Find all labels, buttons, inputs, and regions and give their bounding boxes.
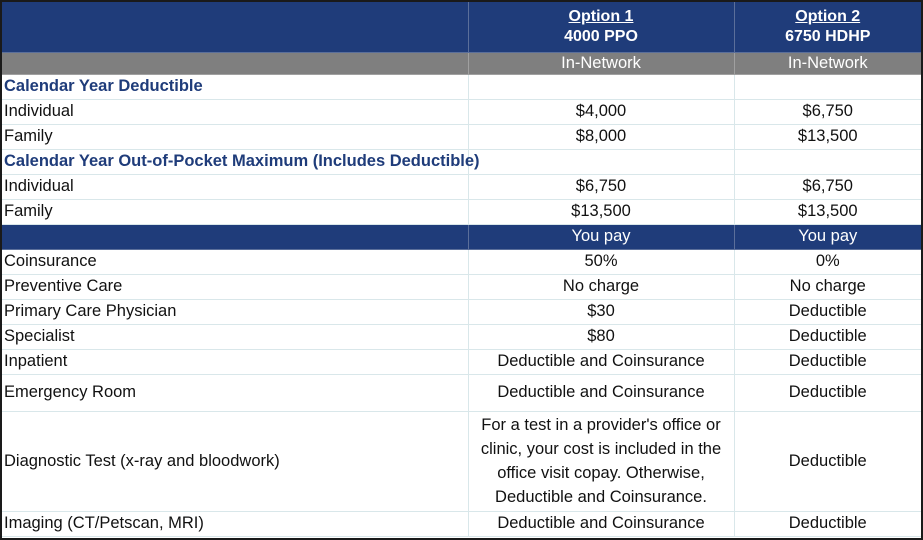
section-empty-cell	[733, 149, 921, 175]
table-row: Family $8,000 $13,500	[2, 124, 921, 150]
option1-value: For a test in a provider's office or cli…	[467, 411, 734, 512]
row-label: Imaging (CT/Petscan, MRI)	[2, 511, 468, 537]
row-label: Diagnostic Test (x-ray and bloodwork)	[2, 411, 468, 512]
option1-value: $13,500	[467, 199, 734, 225]
header-blank-cell	[2, 2, 468, 53]
option1-value: Deductible and Coinsurance	[467, 511, 734, 537]
option2-value: $6,750	[733, 174, 921, 200]
option1-title: Option 1	[568, 7, 634, 25]
table-row: Diagnostic Test (x-ray and bloodwork) Fo…	[2, 411, 921, 512]
network-blank-cell	[2, 52, 468, 75]
option2-network: In-Network	[733, 52, 921, 75]
row-label: Specialist	[2, 324, 468, 350]
row-label: Coinsurance	[2, 249, 468, 275]
network-row: In-Network In-Network	[2, 52, 921, 75]
row-label: Inpatient	[2, 349, 468, 375]
option2-value: Deductible	[733, 374, 921, 412]
you-pay-blank-cell	[2, 224, 468, 250]
row-label: Family	[2, 199, 468, 225]
option1-header: Option 1 4000 PPO	[467, 2, 734, 53]
section-empty-cell	[467, 149, 734, 175]
row-label: Emergency Room	[2, 374, 468, 412]
table-row: Inpatient Deductible and Coinsurance Ded…	[2, 349, 921, 375]
option1-value: No charge	[467, 274, 734, 300]
option1-value: $4,000	[467, 99, 734, 125]
table-row: Specialist $80 Deductible	[2, 324, 921, 350]
table-row: Individual $6,750 $6,750	[2, 174, 921, 200]
table-row: Family $13,500 $13,500	[2, 199, 921, 225]
option2-header: Option 2 6750 HDHP	[733, 2, 921, 53]
option2-value: Deductible	[733, 349, 921, 375]
option1-value: $30	[467, 299, 734, 325]
option2-value: $13,500	[733, 124, 921, 150]
option1-value: $80	[467, 324, 734, 350]
option2-plan: 6750 HDHP	[785, 27, 871, 45]
option2-title: Option 2	[795, 7, 861, 25]
option2-value: $13,500	[733, 199, 921, 225]
option2-you-pay: You pay	[733, 224, 921, 250]
row-label: Family	[2, 124, 468, 150]
option1-value: $8,000	[467, 124, 734, 150]
section-empty-cell	[467, 74, 734, 100]
table-row: Imaging (CT/Petscan, MRI) Deductible and…	[2, 511, 921, 537]
deductible-section-row: Calendar Year Deductible	[2, 74, 921, 100]
option1-value: $6,750	[467, 174, 734, 200]
table-row: Individual $4,000 $6,750	[2, 99, 921, 125]
row-label: Individual	[2, 174, 468, 200]
table-row: Preventive Care No charge No charge	[2, 274, 921, 300]
row-label: Individual	[2, 99, 468, 125]
option2-value: No charge	[733, 274, 921, 300]
oop-section-title: Calendar Year Out-of-Pocket Maximum (Inc…	[2, 149, 480, 175]
table-row: Primary Care Physician $30 Deductible	[2, 299, 921, 325]
row-label: Preventive Care	[2, 274, 468, 300]
option1-value: 50%	[467, 249, 734, 275]
option1-value: Deductible and Coinsurance	[467, 374, 734, 412]
option1-you-pay: You pay	[467, 224, 734, 250]
option2-value: $6,750	[733, 99, 921, 125]
option2-value: Deductible	[733, 511, 921, 537]
section-empty-cell	[733, 74, 921, 100]
option2-value: Deductible	[733, 411, 921, 512]
header-row: Option 1 4000 PPO Option 2 6750 HDHP	[2, 2, 921, 53]
option2-value: 0%	[733, 249, 921, 275]
option1-network: In-Network	[467, 52, 734, 75]
table-row: Emergency Room Deductible and Coinsuranc…	[2, 374, 921, 412]
row-label: Primary Care Physician	[2, 299, 468, 325]
option1-plan: 4000 PPO	[564, 27, 638, 45]
option1-value: Deductible and Coinsurance	[467, 349, 734, 375]
deductible-section-title: Calendar Year Deductible	[2, 74, 468, 100]
option2-value: Deductible	[733, 324, 921, 350]
table-row: Coinsurance 50% 0%	[2, 249, 921, 275]
oop-section-row: Calendar Year Out-of-Pocket Maximum (Inc…	[2, 149, 921, 175]
you-pay-row: You pay You pay	[2, 224, 921, 250]
option2-value: Deductible	[733, 299, 921, 325]
